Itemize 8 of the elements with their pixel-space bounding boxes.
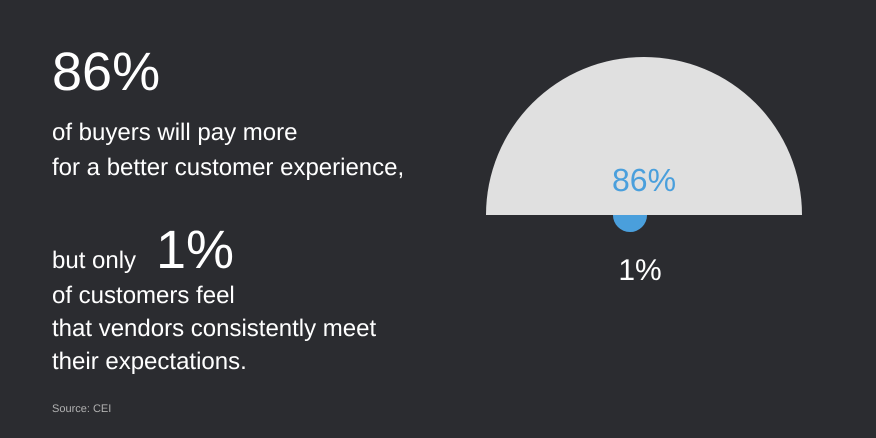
data-label: 1% [618,254,662,287]
text: but only [52,247,136,274]
text: 86% [52,42,160,102]
text: 1% [156,220,234,280]
source-note: Source: CEI [52,403,112,415]
text: of buyers will pay more for a better customer experience, [52,119,404,181]
text: of customers feel that vendors consistently meet their expectations. [52,282,376,375]
data-label: 86% [612,162,676,198]
